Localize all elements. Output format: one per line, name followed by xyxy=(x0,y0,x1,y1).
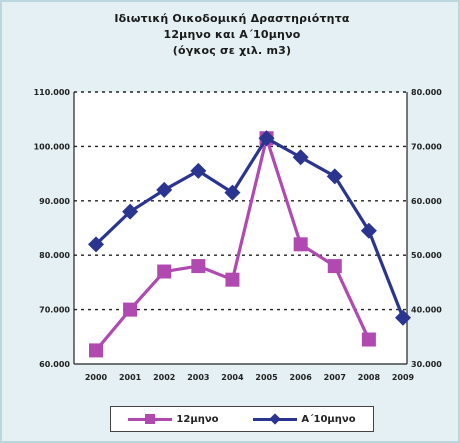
legend-label-10month: Α΄10μηνο xyxy=(301,413,356,425)
legend-item-10month: Α΄10μηνο xyxy=(253,413,356,425)
x-tick-label: 2002 xyxy=(153,373,175,382)
chart-subtitle-1: 12μηνο και Α΄10μηνο xyxy=(163,28,301,41)
legend-swatch-12month xyxy=(128,414,173,424)
y-left-tick-label: 90.000 xyxy=(39,197,70,206)
y-right-tick-label: 60.000 xyxy=(411,197,442,206)
x-tick-label: 2006 xyxy=(290,373,313,382)
data-point-10month xyxy=(224,184,241,201)
y-right-tick-label: 30.000 xyxy=(411,360,442,369)
x-tick-label: 2007 xyxy=(324,373,346,382)
x-tick-label: 2000 xyxy=(85,373,108,382)
x-tick-label: 2003 xyxy=(187,373,209,382)
x-tick-label: 2004 xyxy=(221,373,244,382)
data-point-12month xyxy=(293,237,308,252)
y-right-tick-label: 40.000 xyxy=(411,306,442,315)
data-point-12month xyxy=(327,259,342,274)
legend-swatch-10month xyxy=(253,413,298,425)
y-left-tick-label: 60.000 xyxy=(39,360,70,369)
data-point-10month xyxy=(122,203,139,220)
data-point-10month xyxy=(292,149,309,166)
data-point-10month xyxy=(360,222,377,239)
chart-subtitle-2: (όγκος σε χιλ. m3) xyxy=(172,44,292,57)
chart-title: Ιδιωτική Οικοδομική Δραστηριότητα xyxy=(114,12,350,25)
data-point-12month xyxy=(89,343,103,358)
data-point-12month xyxy=(157,264,172,279)
data-point-10month xyxy=(326,168,343,185)
legend-label-12month: 12μηνο xyxy=(176,413,219,425)
y-right-tick-label: 70.000 xyxy=(411,142,442,151)
x-tick-label: 2009 xyxy=(392,373,415,382)
x-tick-label: 2001 xyxy=(119,373,142,382)
y-left-tick-label: 70.000 xyxy=(39,306,70,315)
data-point-10month xyxy=(190,162,207,179)
y-right-tick-label: 80.000 xyxy=(411,88,442,97)
data-point-10month xyxy=(395,309,411,326)
plot-area: 60.000 30.000 70.000 40.000 80.000 50.000 90.0… xyxy=(34,88,443,382)
plot-background xyxy=(74,92,407,364)
data-point-10month xyxy=(258,130,275,147)
data-point-12month xyxy=(361,332,376,347)
data-point-10month xyxy=(88,236,104,253)
x-tick-label: 2005 xyxy=(255,373,278,382)
series-line-10month xyxy=(94,136,405,319)
x-tick-label: 2008 xyxy=(358,373,381,382)
y-left-tick-label: 110.000 xyxy=(34,88,71,97)
y-left-tick-label: 100.000 xyxy=(34,142,71,151)
data-point-10month xyxy=(156,181,173,198)
data-point-12month xyxy=(123,302,138,317)
legend: 12μηνο Α΄10μηνο xyxy=(110,406,374,432)
y-left-tick-label: 80.000 xyxy=(39,251,70,260)
data-point-12month xyxy=(225,272,240,287)
legend-item-12month: 12μηνο xyxy=(128,413,219,425)
y-right-tick-label: 50.000 xyxy=(411,251,442,260)
data-point-12month xyxy=(191,259,206,274)
